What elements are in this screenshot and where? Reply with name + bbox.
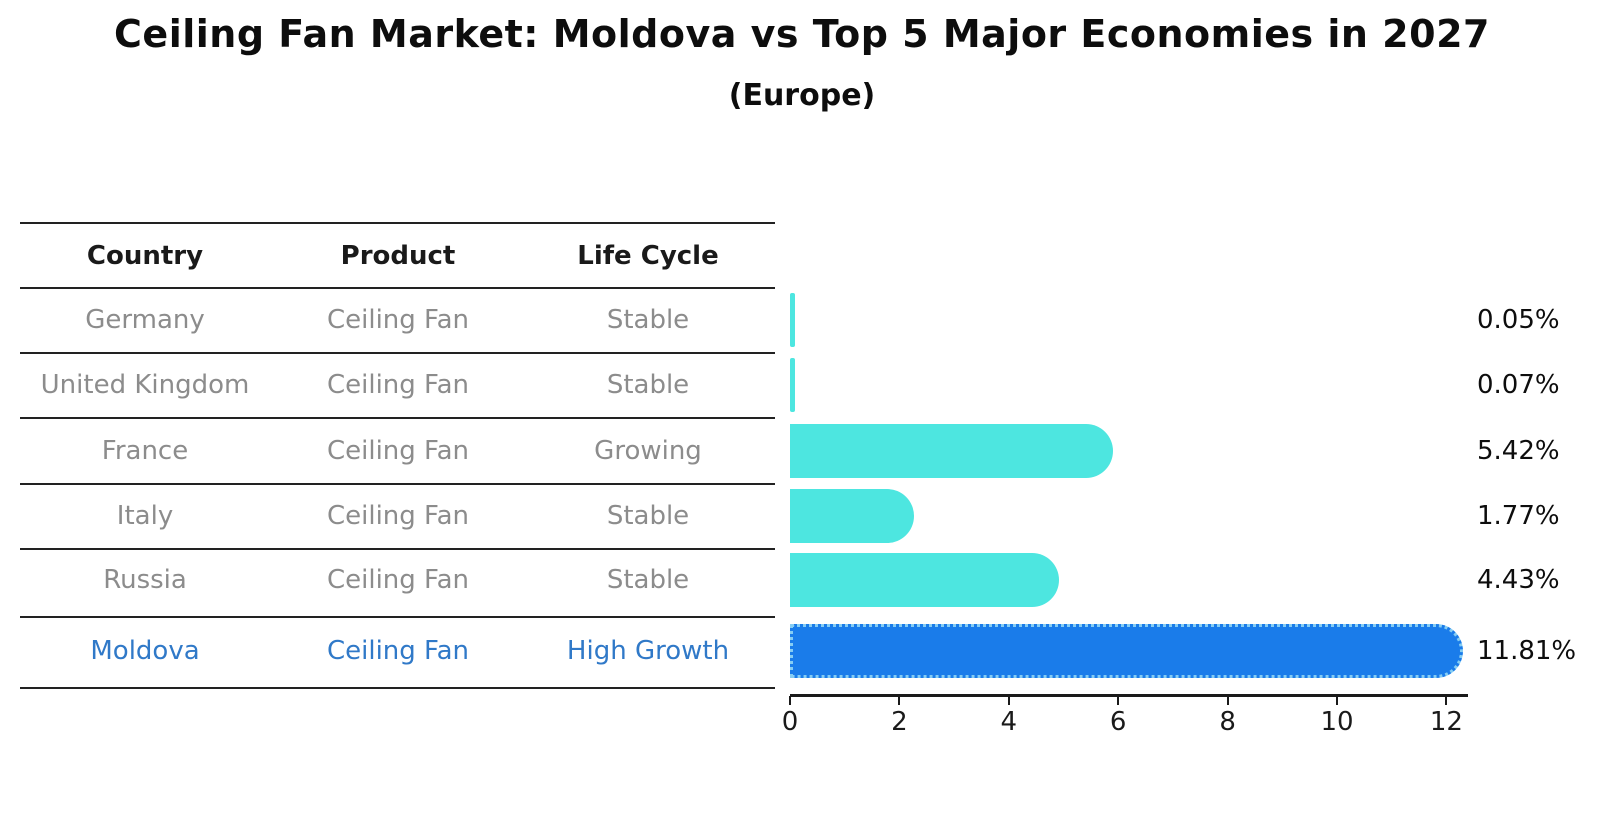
cell-country: Moldova bbox=[90, 636, 200, 666]
x-axis-tick-label: 12 bbox=[1429, 707, 1463, 737]
cell-country: France bbox=[101, 436, 189, 466]
bar-germany bbox=[790, 293, 795, 347]
x-axis-tick bbox=[1007, 696, 1010, 705]
cell-country: United Kingdom bbox=[40, 370, 250, 400]
cell-life-cycle: Stable bbox=[606, 370, 690, 400]
chart-subtitle: (Europe) bbox=[728, 78, 876, 113]
cell-life-cycle: Stable bbox=[606, 501, 690, 531]
table-row-divider bbox=[20, 616, 775, 618]
cell-product: Ceiling Fan bbox=[326, 370, 470, 400]
cell-life-cycle: High Growth bbox=[566, 636, 730, 666]
x-axis-tick bbox=[789, 696, 791, 705]
chart-title: Ceiling Fan Market: Moldova vs Top 5 Maj… bbox=[114, 12, 1490, 56]
x-axis-tick bbox=[1445, 696, 1448, 705]
cell-life-cycle: Stable bbox=[606, 305, 690, 335]
cell-country: Russia bbox=[103, 565, 187, 595]
cell-product: Ceiling Fan bbox=[326, 565, 470, 595]
value-label-russia: 4.43% bbox=[1477, 565, 1560, 595]
cell-country: Italy bbox=[116, 501, 174, 531]
table-top-border bbox=[20, 222, 775, 224]
cell-product: Ceiling Fan bbox=[326, 305, 470, 335]
x-axis-tick bbox=[898, 696, 901, 705]
table-header-border bbox=[20, 287, 775, 289]
x-axis-line bbox=[790, 694, 1468, 697]
cell-product: Ceiling Fan bbox=[326, 636, 470, 666]
table-row-divider bbox=[20, 352, 775, 354]
x-axis-tick bbox=[1336, 696, 1338, 705]
value-label-united-kingdom: 0.07% bbox=[1477, 370, 1560, 400]
value-label-germany: 0.05% bbox=[1477, 305, 1560, 335]
cell-life-cycle: Growing bbox=[594, 436, 702, 466]
cell-life-cycle: Stable bbox=[606, 565, 690, 595]
table-row-divider bbox=[20, 483, 775, 485]
value-label-moldova: 11.81% bbox=[1477, 636, 1577, 666]
x-axis-tick-label: 10 bbox=[1320, 707, 1354, 737]
table-row-divider bbox=[20, 417, 775, 419]
bar-italy bbox=[790, 489, 914, 543]
table-bottom-border bbox=[20, 687, 775, 689]
bar-moldova bbox=[790, 624, 1463, 678]
x-axis-tick-label: 0 bbox=[781, 707, 799, 737]
x-axis-tick bbox=[1117, 696, 1120, 705]
bar-united-kingdom bbox=[790, 358, 795, 412]
col-header-country: Country bbox=[86, 241, 204, 271]
cell-product: Ceiling Fan bbox=[326, 436, 470, 466]
col-header-product: Product bbox=[340, 241, 456, 271]
value-label-italy: 1.77% bbox=[1477, 501, 1560, 531]
col-header-life-cycle: Life Cycle bbox=[577, 241, 719, 271]
value-label-france: 5.42% bbox=[1477, 436, 1560, 466]
x-axis-tick bbox=[1226, 696, 1229, 705]
cell-country: Germany bbox=[85, 305, 205, 335]
bar-france bbox=[790, 424, 1114, 478]
cell-product: Ceiling Fan bbox=[326, 501, 470, 531]
x-axis-tick-label: 2 bbox=[891, 707, 908, 737]
x-axis-tick-label: 8 bbox=[1219, 707, 1236, 737]
x-axis-tick-label: 4 bbox=[1000, 707, 1018, 737]
x-axis-tick-label: 6 bbox=[1109, 707, 1127, 737]
bar-russia bbox=[790, 553, 1060, 607]
table-row-divider bbox=[20, 548, 775, 550]
